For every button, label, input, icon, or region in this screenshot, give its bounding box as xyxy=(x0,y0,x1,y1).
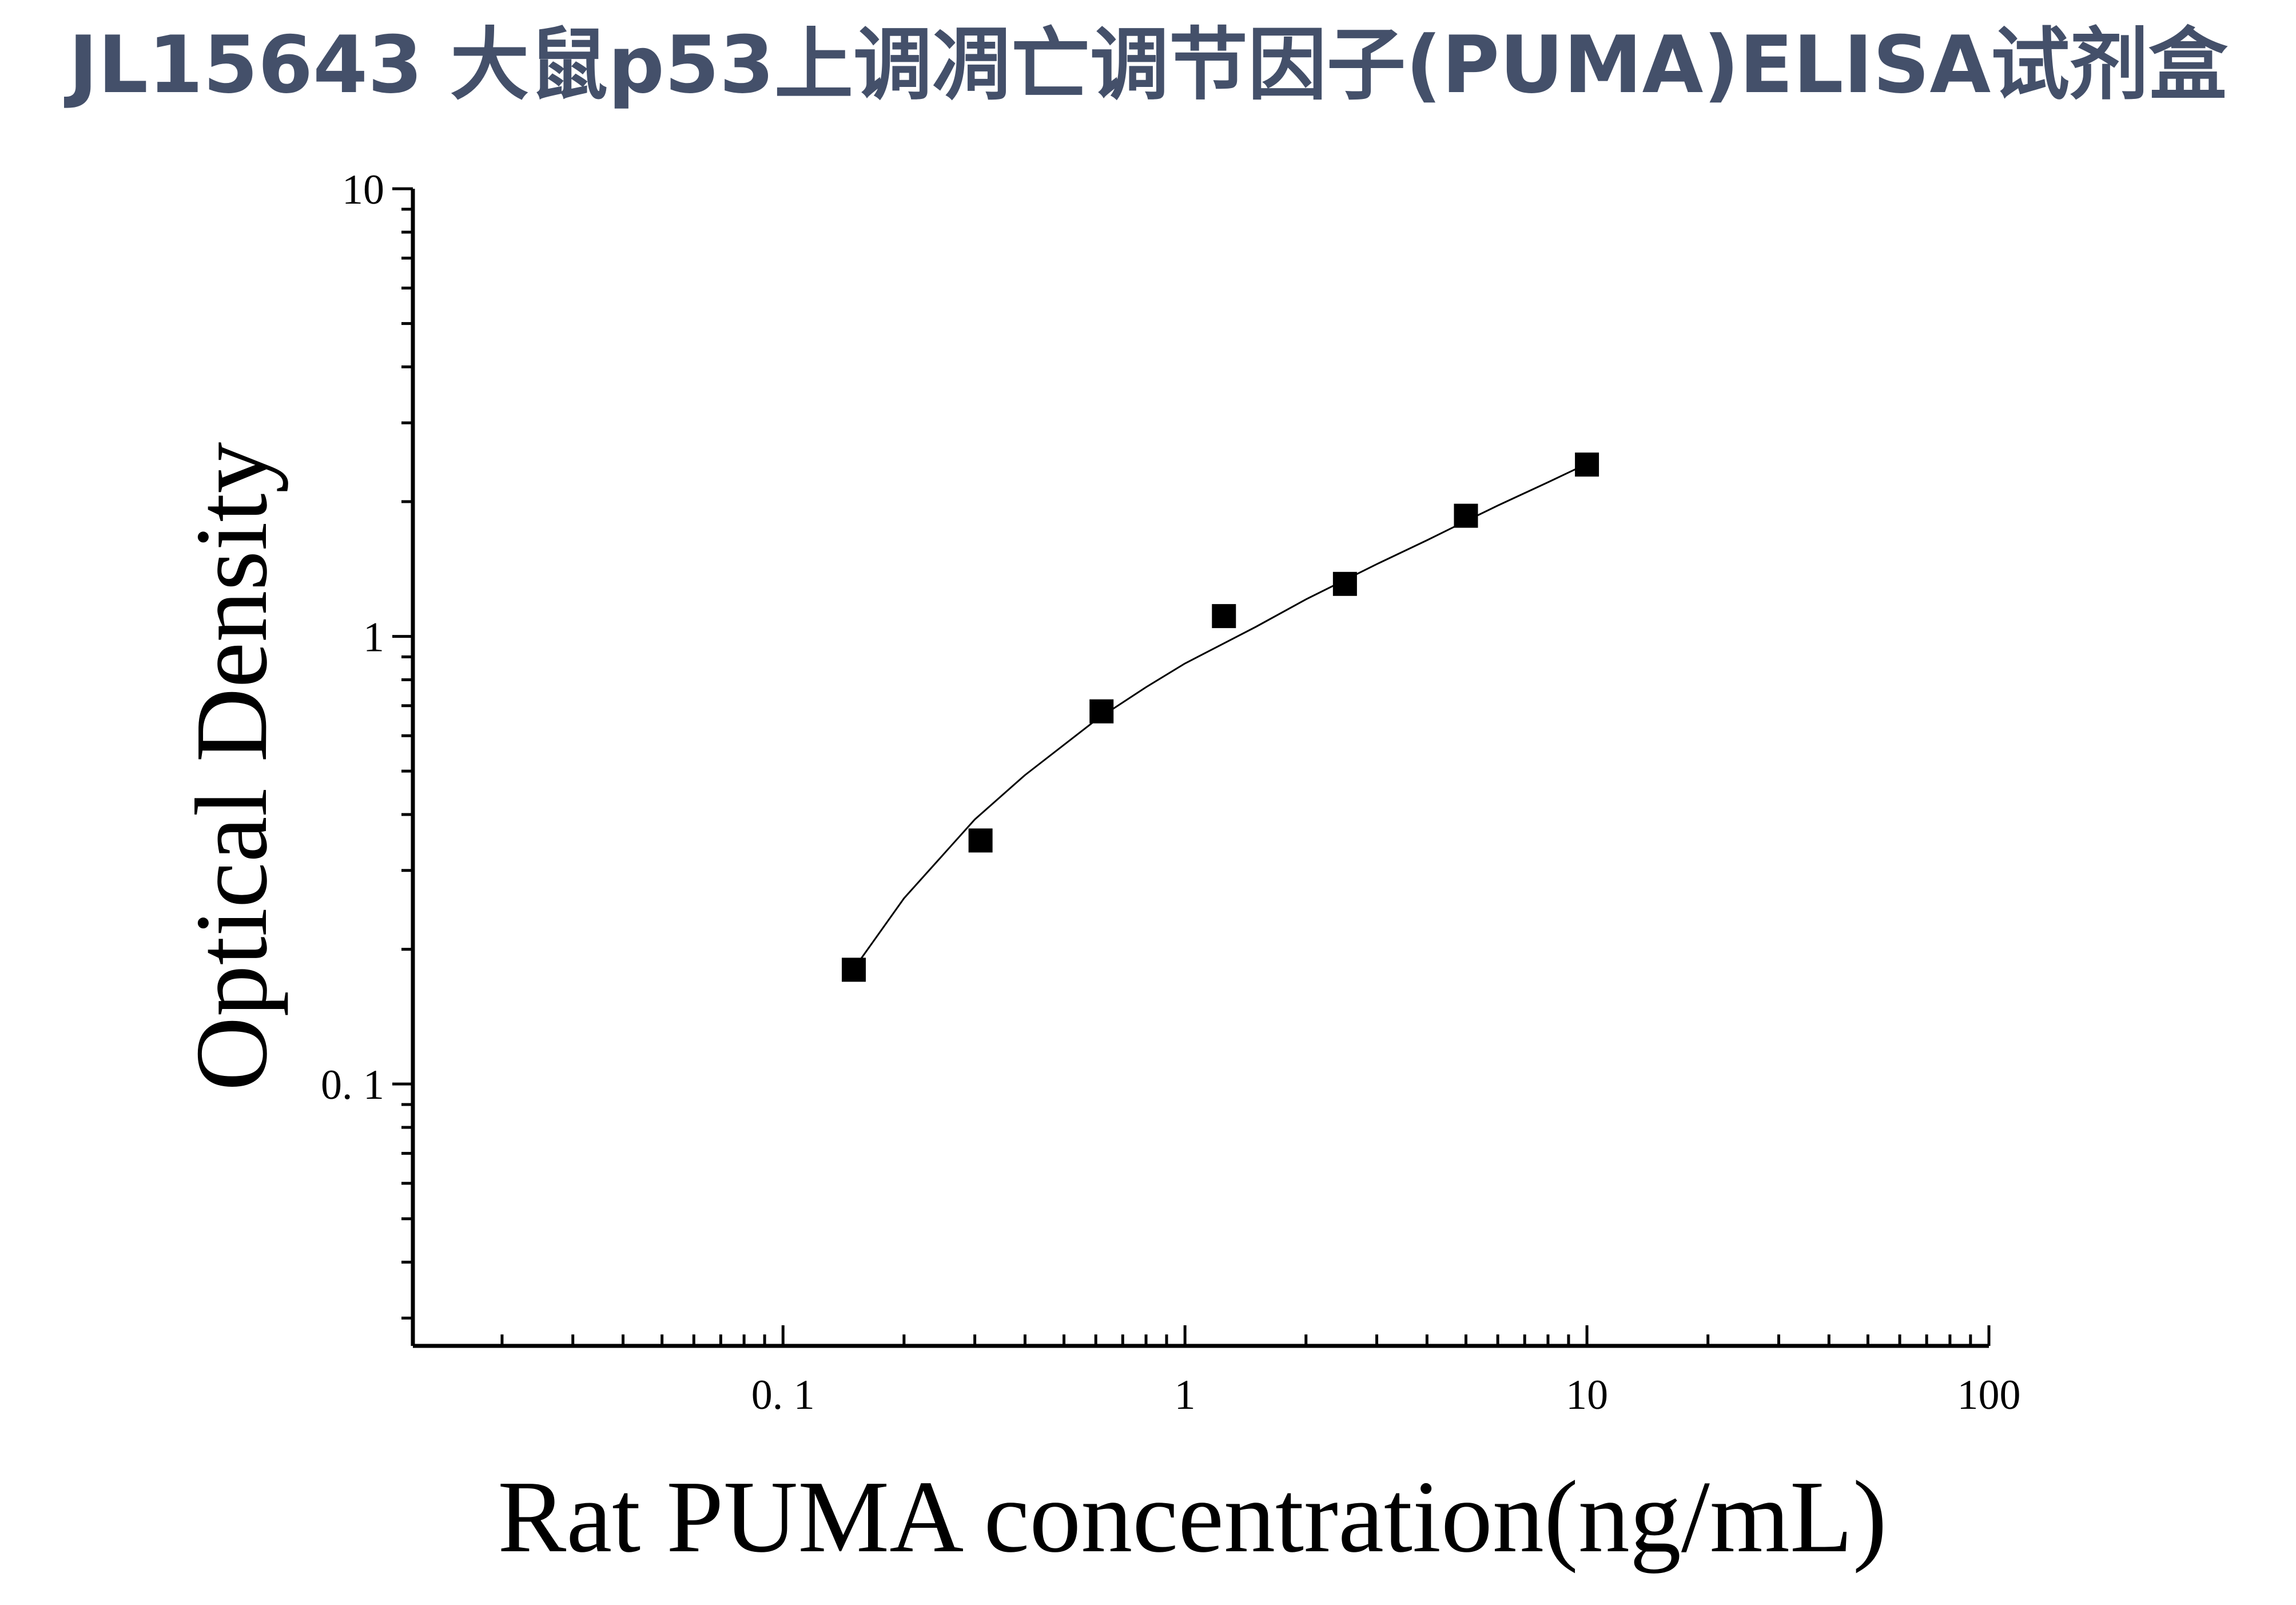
data-points xyxy=(842,452,1599,982)
x-tick-label: 1 xyxy=(1175,1372,1196,1419)
data-point xyxy=(1454,503,1478,528)
data-point xyxy=(1212,604,1236,629)
data-point xyxy=(1332,571,1357,596)
ticks xyxy=(392,187,1991,1346)
fit-curve-group xyxy=(859,463,1587,960)
x-axis-title: Rat PUMA concentration(ng/mL) xyxy=(498,1460,1887,1574)
x-tick-label: 100 xyxy=(1957,1372,2021,1419)
axes xyxy=(411,189,1989,1348)
fit-curve xyxy=(859,463,1587,960)
page-title: JL15643 大鼠p53上调凋亡调节因子(PUMA)ELISA试剂盒 xyxy=(68,19,2228,111)
axis-labels: 0. 1 1 10 100 0. 1 1 10 Rat PUMA concentration(… xyxy=(174,166,2021,1574)
y-tick-label: 0. 1 xyxy=(321,1062,384,1109)
y-tick-label: 1 xyxy=(363,614,384,661)
x-tick-label: 0. 1 xyxy=(751,1372,815,1419)
y-axis-title: Optical Density xyxy=(174,442,288,1091)
data-point xyxy=(842,958,866,982)
data-point xyxy=(968,828,993,853)
data-point xyxy=(1089,699,1114,724)
x-tick-label: 10 xyxy=(1566,1372,1608,1419)
y-tick-label: 10 xyxy=(342,166,384,213)
data-point xyxy=(1575,452,1599,477)
